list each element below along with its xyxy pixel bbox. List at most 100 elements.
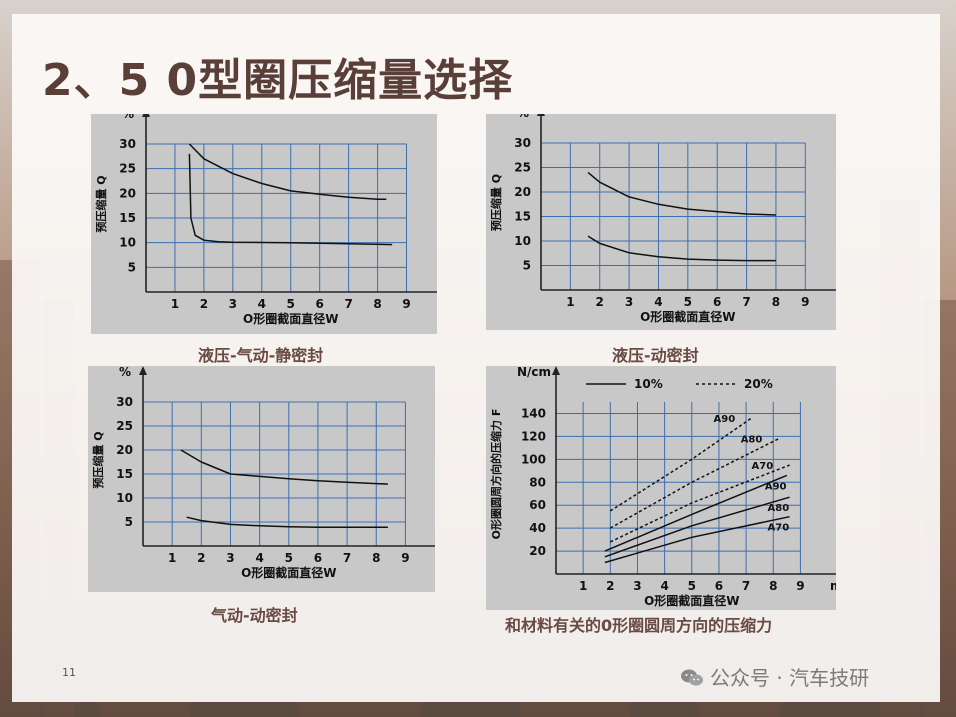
y-tick-label: 30	[119, 137, 136, 151]
y-axis-title: 预压缩量 Q	[91, 431, 105, 488]
y-tick-label: 40	[529, 521, 546, 535]
x-unit-label: mm	[830, 579, 836, 593]
series-line	[587, 235, 776, 262]
watermark: 公众号 · 汽车技研	[680, 662, 869, 691]
series-line	[604, 474, 788, 552]
x-tick-label: 5	[688, 579, 696, 593]
x-tick-label: 4	[258, 297, 266, 311]
series-line	[609, 464, 790, 543]
slide-title: 2、5 0型圈压缩量选择	[42, 55, 514, 106]
y-tick-label: 30	[514, 136, 531, 150]
y-unit-label: N/cm	[517, 366, 551, 379]
y-tick-label: 15	[119, 211, 136, 225]
y-tick-label: 20	[514, 185, 531, 199]
y-axis-title: 预压缩量 Q	[489, 174, 503, 231]
x-tick-label: 6	[715, 579, 723, 593]
x-tick-label: 3	[625, 295, 633, 309]
y-axis-title: 预压缩量 Q	[94, 175, 108, 232]
y-tick-label: 25	[514, 161, 531, 175]
x-tick-label: 5	[684, 295, 692, 309]
x-tick-label: 9	[401, 551, 409, 565]
x-tick-label: 4	[660, 579, 668, 593]
x-tick-label: 2	[596, 295, 604, 309]
series-line	[180, 449, 388, 485]
x-tick-label: 3	[226, 551, 234, 565]
y-axis-arrow-icon	[552, 366, 560, 375]
x-tick-label: 1	[168, 551, 176, 565]
y-unit-label: %	[122, 114, 134, 121]
x-axis-title: O形圈截面直径W	[640, 309, 735, 324]
series-line	[186, 516, 388, 529]
chart-panel-compression-force: 1 2 3 4 5 6 7 8 9 20 40 60 80 100 120 140 mm N/cm O形圈截面直径W…	[486, 366, 836, 610]
y-tick-label: 20	[529, 544, 546, 558]
series-label: A70	[752, 461, 774, 472]
series-line	[604, 496, 790, 558]
x-tick-label: 1	[566, 295, 574, 309]
y-tick-label: 30	[116, 395, 133, 409]
x-axis-title: O形圈截面直径W	[241, 565, 336, 580]
chart-caption-1: 液压-气动-静密封	[198, 346, 324, 365]
x-tick-label: 2	[197, 551, 205, 565]
y-tick-label: 80	[529, 475, 546, 489]
x-tick-label: 3	[633, 579, 641, 593]
chart-caption-2: 液压-动密封	[612, 346, 699, 365]
y-tick-label: 15	[514, 210, 531, 224]
x-tick-label: 7	[344, 297, 352, 311]
watermark-text: 公众号 · 汽车技研	[710, 666, 870, 690]
x-tick-label: 4	[654, 295, 662, 309]
wechat-icon	[681, 669, 703, 686]
y-tick-label: 15	[116, 467, 133, 481]
x-tick-label: 8	[372, 551, 380, 565]
x-tick-label: 8	[769, 579, 777, 593]
y-tick-label: 25	[116, 419, 133, 433]
page-number: 11	[62, 666, 76, 679]
x-tick-label: 7	[742, 295, 750, 309]
y-axis-arrow-icon	[139, 366, 147, 375]
series-label: A90	[714, 414, 736, 425]
series-line	[604, 515, 790, 564]
x-tick-label: 1	[579, 579, 587, 593]
x-tick-label: 2	[200, 297, 208, 311]
y-tick-label: 20	[116, 443, 133, 457]
y-tick-label: 20	[119, 186, 136, 200]
x-tick-label: 8	[772, 295, 780, 309]
x-tick-label: 5	[287, 297, 295, 311]
legend-label: 20%	[744, 377, 773, 391]
series-line	[188, 153, 393, 246]
x-axis-title: O形圈截面直径W	[243, 311, 338, 326]
chart-caption-3: 气动-动密封	[211, 606, 298, 625]
y-axis-arrow-icon	[537, 114, 545, 116]
x-tick-label: 6	[713, 295, 721, 309]
x-tick-label: 5	[285, 551, 293, 565]
y-tick-label: 5	[523, 259, 531, 273]
x-tick-label: 6	[316, 297, 324, 311]
y-axis-title: O形圈圆周方向的压缩力 F	[489, 409, 503, 540]
x-tick-label: 2	[606, 579, 614, 593]
x-tick-label: 8	[373, 297, 381, 311]
y-tick-label: 5	[128, 260, 136, 274]
y-tick-label: 10	[119, 236, 136, 250]
chart-compression-force: 1 2 3 4 5 6 7 8 9 20 40 60 80 100 120 140 mm N/cm O形圈截面直径W…	[489, 366, 836, 608]
y-tick-label: 140	[521, 406, 546, 420]
y-tick-label: 25	[119, 162, 136, 176]
series-line	[587, 171, 776, 216]
y-unit-label: %	[517, 114, 529, 120]
x-tick-label: 4	[255, 551, 263, 565]
chart-caption-4: 和材料有关的0形圈圆周方向的压缩力	[505, 616, 773, 635]
x-tick-label: 9	[801, 295, 809, 309]
y-tick-label: 5	[125, 515, 133, 529]
y-axis-arrow-icon	[142, 114, 150, 117]
series-label: A80	[741, 435, 763, 446]
series-label: A70	[768, 523, 790, 534]
y-unit-label: %	[119, 366, 131, 379]
x-tick-label: 3	[229, 297, 237, 311]
x-tick-label: 1	[171, 297, 179, 311]
legend-label: 10%	[634, 377, 663, 391]
series-label: A90	[765, 481, 787, 492]
series-label: A80	[768, 503, 790, 514]
